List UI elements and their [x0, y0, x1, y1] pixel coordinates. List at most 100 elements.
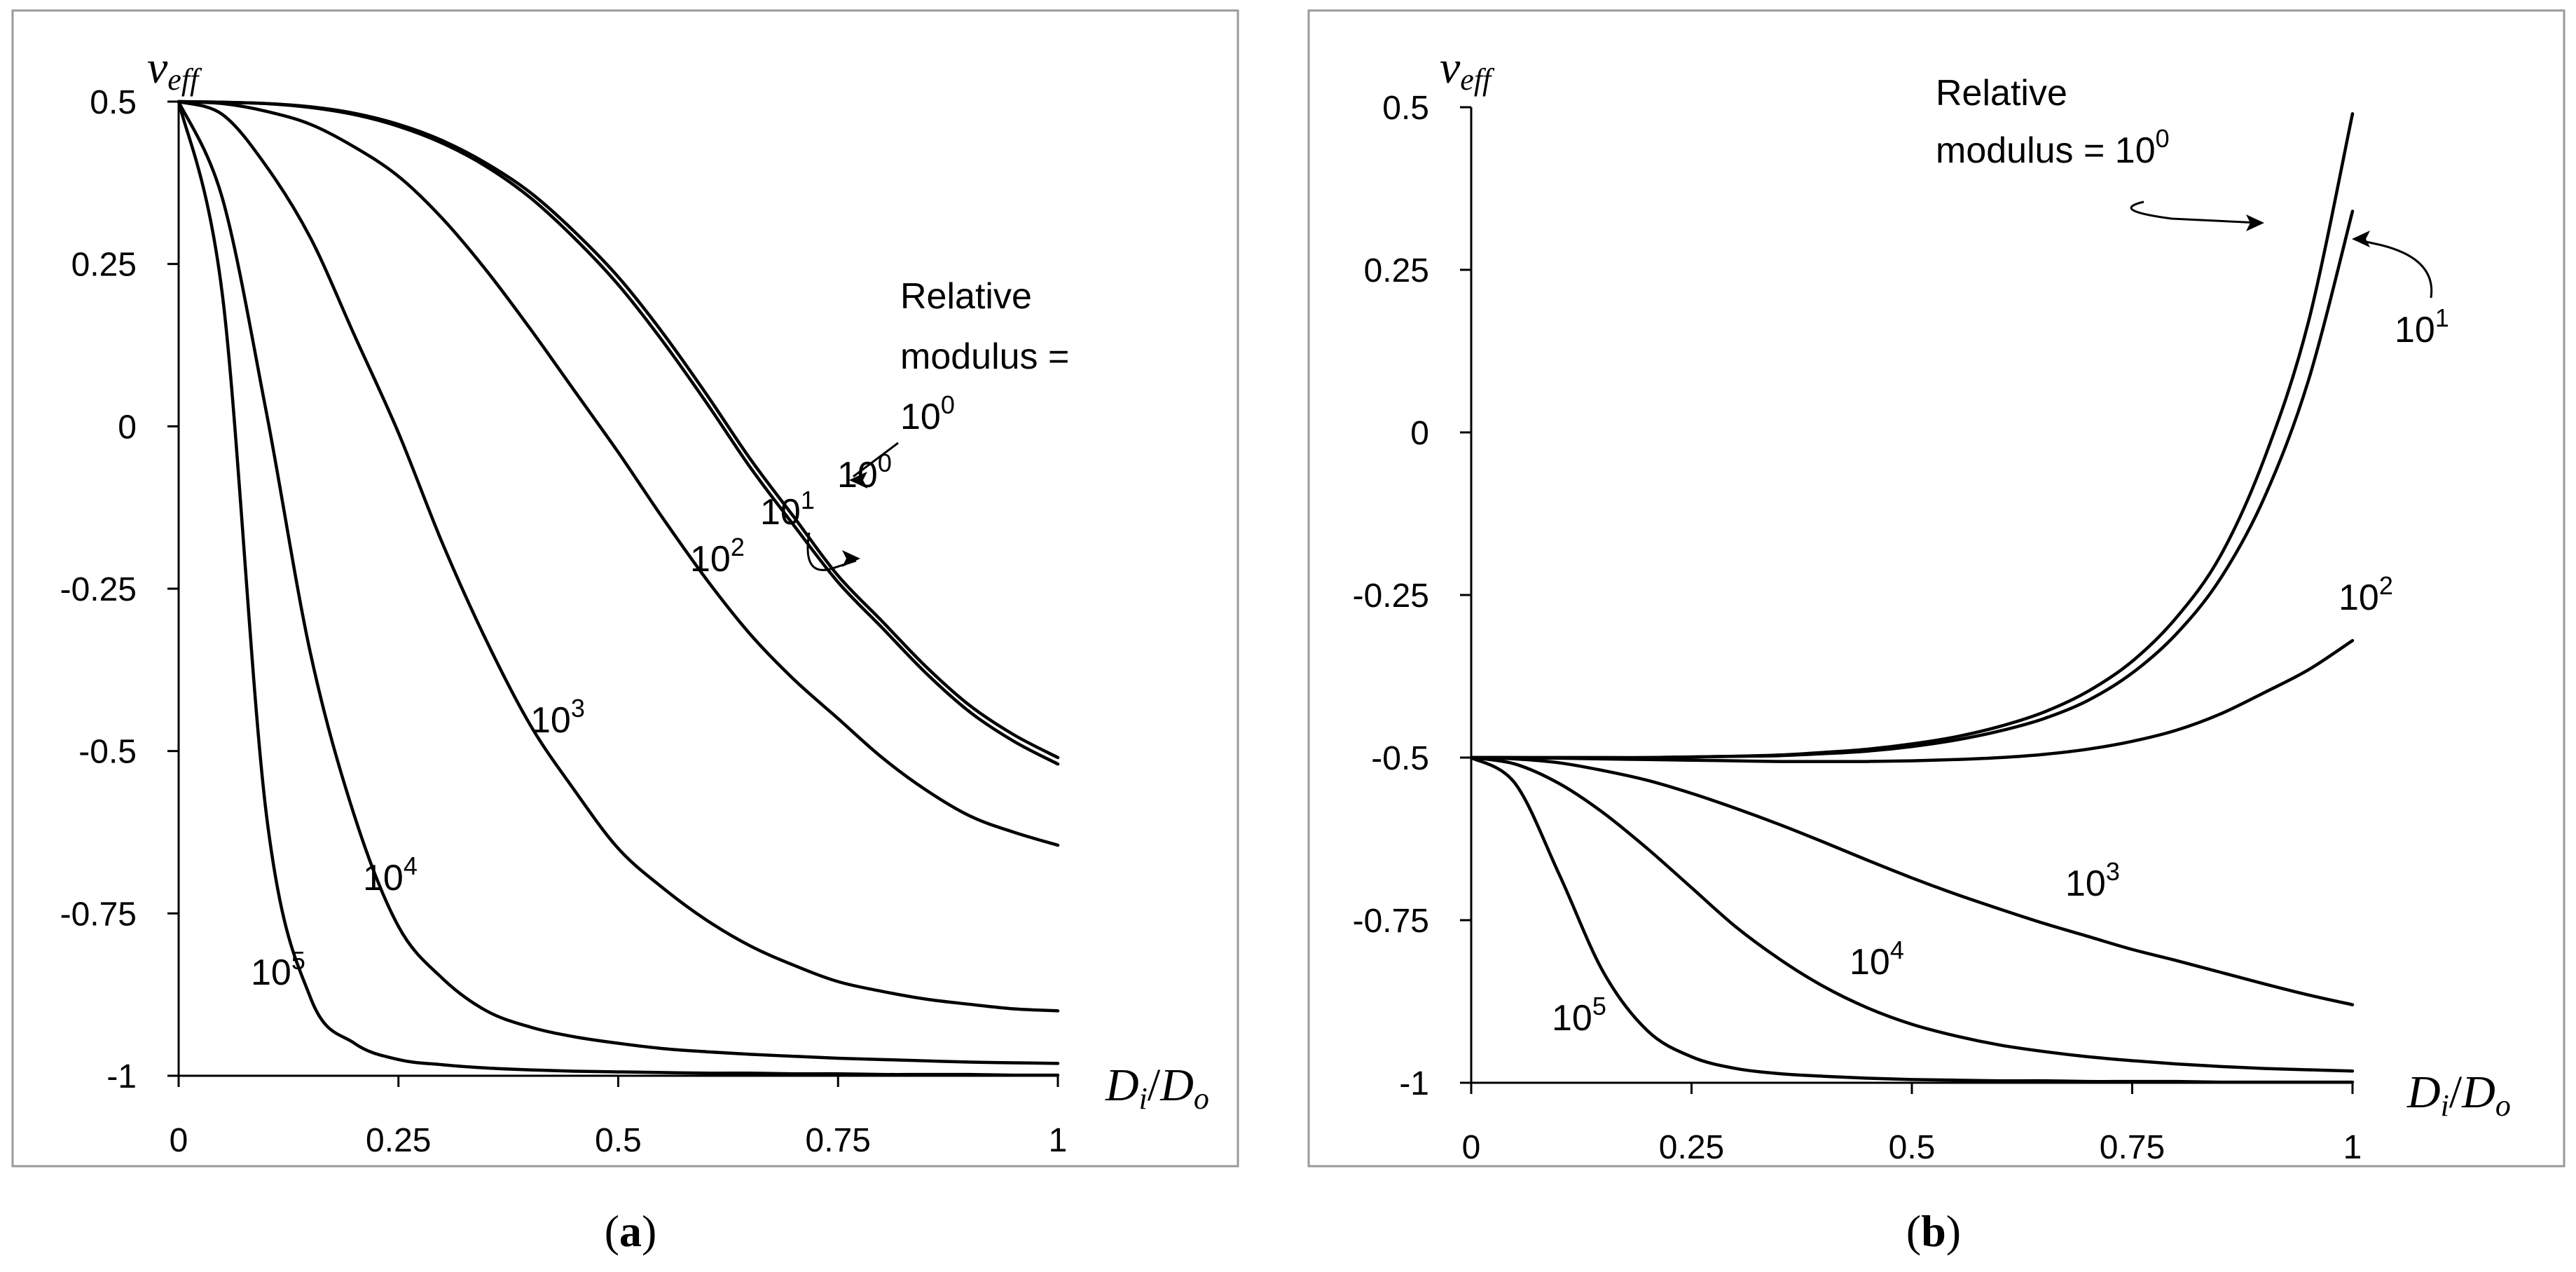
chart-title-text: Relative [900, 276, 1032, 317]
panel-b: 0.5 0.25 0 -0.25 -0.5 -0.75 -1 0 0.25 0.5 0.75 1 vef… [1307, 9, 2565, 1256]
series-label-base: 10 [251, 952, 291, 993]
caption-close: ) [1946, 1206, 1961, 1256]
x-tick-label: 0.25 [366, 1122, 431, 1159]
arrowhead [2246, 214, 2264, 231]
x-axis-label-slash: / [1148, 1060, 1161, 1111]
x-tick-label: 0.5 [1889, 1129, 1936, 1166]
series-line-3 [177, 100, 1060, 1013]
series-label-exp: 1 [2435, 303, 2449, 332]
y-tick-label: -0.75 [60, 896, 137, 933]
series-label-exp: 2 [2379, 571, 2393, 600]
y-tick-label: -0.25 [1353, 577, 1429, 615]
pointer-arrow [2130, 200, 2260, 224]
series-label-exp: 1 [801, 486, 815, 514]
x-axis-label-num-sub: i [1139, 1081, 1148, 1116]
series-label-2: 102 [2339, 571, 2393, 618]
y-axis-label-sub: eff [167, 62, 202, 97]
chart-title-line: 100 [900, 390, 955, 437]
panel-caption: (b) [1906, 1206, 1961, 1256]
series-label-base: 10 [363, 858, 404, 898]
series-label-base: 10 [530, 700, 571, 741]
x-tick-label: 0 [170, 1122, 188, 1159]
series-label-base: 10 [837, 455, 878, 495]
series-label-exp: 5 [1592, 992, 1606, 1020]
pointer-arrow [2356, 238, 2433, 299]
panel-a: 0.5 0.25 0 -0.25 -0.5 -0.75 -1 0 0.25 0.5 0.75 1 vef… [11, 9, 1239, 1256]
chart-title-sup: 0 [2156, 124, 2170, 153]
series-line-4 [1469, 755, 2355, 1073]
caption-open: ( [605, 1206, 619, 1256]
chart-title-line: Relative [900, 276, 1032, 317]
x-axis-label-num: D [2406, 1067, 2441, 1118]
panel-caption: (a) [605, 1206, 657, 1256]
y-tick-label: 0 [118, 409, 137, 446]
y-tick-label: 0.25 [1364, 252, 1429, 289]
series-label-4: 104 [363, 852, 418, 898]
y-tick-label: -0.25 [60, 571, 137, 608]
x-axis-label-den-sub: o [1194, 1081, 1209, 1116]
x-axis-label: Di/Do [1105, 1060, 1209, 1116]
caption-open: ( [1906, 1206, 1921, 1256]
series-label-2: 102 [690, 533, 745, 580]
chart-title-text: 10 [900, 397, 941, 437]
series-label-base: 10 [2065, 863, 2106, 904]
chart-title-sup: 0 [941, 390, 955, 419]
caption-letter: a [619, 1206, 642, 1256]
y-axis-label-main: v [147, 42, 168, 93]
series-label-base: 10 [2339, 577, 2379, 618]
series-label-4: 104 [1850, 936, 1904, 983]
series-label-base: 10 [1850, 942, 1890, 983]
pointer-arrow [806, 532, 857, 571]
chart-title-line: Relative [1936, 73, 2067, 114]
y-axis-label-sub: eff [1460, 62, 1495, 97]
series-label-5: 105 [251, 946, 305, 993]
x-tick-label: 1 [1049, 1122, 1068, 1159]
y-tick-label: -0.75 [1353, 903, 1429, 940]
y-tick-label: -1 [106, 1058, 137, 1095]
x-tick-label: 1 [2343, 1129, 2362, 1166]
y-tick-label: 0.5 [1382, 90, 1429, 127]
series-label-exp: 3 [571, 694, 585, 723]
x-tick-label: 0.5 [595, 1122, 642, 1159]
series-line-5 [1469, 755, 2355, 1084]
y-tick-label: -1 [1399, 1065, 1429, 1102]
series-label-3: 103 [2065, 857, 2120, 904]
chart-title-line: modulus = 100 [1936, 124, 2170, 171]
series-label-exp: 3 [2106, 857, 2120, 886]
x-axis-label-num: D [1105, 1060, 1139, 1111]
series-label-3: 103 [530, 694, 585, 741]
chart-title-text: modulus = [900, 336, 1069, 377]
y-tick-label: -0.5 [1371, 740, 1429, 777]
series-label-exp: 2 [731, 533, 745, 561]
y-axis-label: veff [1440, 42, 1495, 97]
series-line-5 [177, 100, 1060, 1077]
arrowhead [2352, 231, 2370, 247]
series-line-2 [1469, 638, 2355, 763]
series-line-2 [177, 100, 1060, 847]
x-axis-label-den: D [2461, 1067, 2495, 1118]
x-axis-label: Di/Do [2406, 1067, 2511, 1123]
series-line-1 [177, 100, 1060, 766]
arrowhead [842, 550, 860, 567]
x-axis-label-slash: / [2449, 1067, 2463, 1118]
series-label-base: 10 [2395, 310, 2435, 350]
series-line-1 [1469, 210, 2355, 760]
y-tick-label: 0 [1410, 415, 1429, 452]
x-axis-label-num-sub: i [2441, 1088, 2449, 1123]
x-tick-label: 0 [1462, 1129, 1481, 1166]
series-label-1: 101 [760, 486, 815, 533]
panel-frame [11, 9, 1239, 1168]
series-label-0: 100 [837, 449, 892, 495]
y-tick-label: 0.25 [71, 247, 137, 284]
x-axis-label-den: D [1159, 1060, 1194, 1111]
series-label-1: 101 [2395, 303, 2449, 350]
series-label-exp: 4 [404, 852, 418, 880]
series-label-exp: 5 [291, 946, 305, 975]
x-axis-label-den-sub: o [2495, 1088, 2511, 1123]
chart-title-line: modulus = [900, 336, 1069, 377]
y-tick-label: 0.5 [90, 84, 137, 121]
chart-title-text: Relative [1936, 73, 2067, 114]
x-tick-label: 0.75 [806, 1122, 871, 1159]
series-line-4 [177, 100, 1060, 1065]
